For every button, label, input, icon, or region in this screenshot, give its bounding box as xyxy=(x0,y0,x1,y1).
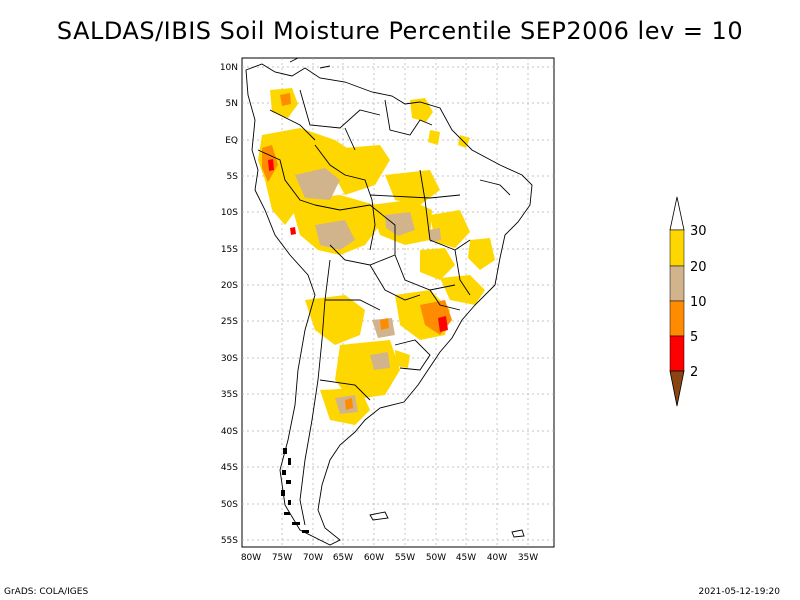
footer-credit: GrADS: COLA/IGES xyxy=(4,587,89,597)
lon-label: 60W xyxy=(364,553,384,563)
legend-swatch xyxy=(669,335,685,372)
legend-swatch xyxy=(669,300,685,337)
lat-label: 40S xyxy=(221,427,238,437)
footer-timestamp: 2021-05-12-19:20 xyxy=(698,587,781,597)
lat-label: EQ xyxy=(225,136,238,146)
legend-swatch-bottom xyxy=(669,370,685,407)
lat-label: 15S xyxy=(221,245,238,255)
legend-swatch-top xyxy=(669,196,685,231)
lon-label: 70W xyxy=(303,553,323,563)
legend-label: 2 xyxy=(690,365,698,380)
chile-coast-detail xyxy=(281,448,309,533)
lat-label: 25S xyxy=(221,317,238,327)
legend-label: 20 xyxy=(690,260,707,275)
lon-label: 65W xyxy=(333,553,353,563)
lon-label: 80W xyxy=(241,553,261,563)
lat-label: 35S xyxy=(221,390,238,400)
legend-colorbar xyxy=(669,196,685,407)
legend-swatch xyxy=(669,229,685,267)
lat-label: 10S xyxy=(221,208,238,218)
lon-label: 35W xyxy=(518,553,538,563)
lon-label: 50W xyxy=(426,553,446,563)
lat-label: 45S xyxy=(221,463,238,473)
lon-label: 40W xyxy=(487,553,507,563)
lat-label: 55S xyxy=(221,536,238,546)
lat-label: 5S xyxy=(227,172,239,182)
shading-layer xyxy=(258,88,495,425)
legend-label: 30 xyxy=(690,224,707,239)
map-frame xyxy=(241,57,555,548)
lon-label: 75W xyxy=(272,553,292,563)
lat-label: 10N xyxy=(220,63,238,73)
map-title: SALDAS/IBIS Soil Moisture Percentile SEP… xyxy=(56,17,744,45)
lon-label: 55W xyxy=(395,553,415,563)
legend-label: 10 xyxy=(690,295,707,310)
country-borders xyxy=(245,57,533,546)
lat-label: 30S xyxy=(221,354,238,364)
lat-label: 5N xyxy=(226,99,238,109)
lat-label: 50S xyxy=(221,500,238,510)
lat-label: 20S xyxy=(221,281,238,291)
legend-label: 5 xyxy=(690,330,698,345)
legend-swatch xyxy=(669,265,685,302)
lon-label: 45W xyxy=(456,553,476,563)
